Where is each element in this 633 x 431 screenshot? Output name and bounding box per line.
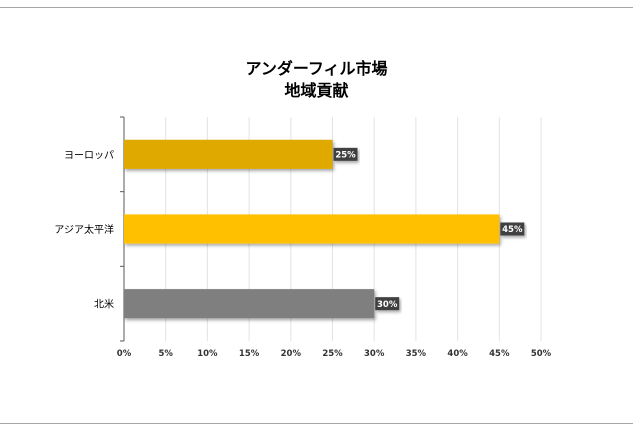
x-tick-label: 20% (281, 349, 302, 359)
data-label: 25% (335, 151, 356, 161)
bar (124, 139, 333, 169)
x-tick-label: 0% (117, 349, 132, 359)
data-label: 30% (377, 300, 398, 310)
data-label: 45% (502, 225, 523, 235)
x-tick-label: 30% (364, 349, 385, 359)
category-label: アジア太平洋 (54, 223, 114, 236)
category-label: ヨーロッパ (64, 149, 114, 161)
bar (124, 214, 500, 244)
category-label: 北米 (94, 298, 114, 311)
x-tick-label: 40% (447, 349, 468, 359)
data-label-box (333, 147, 358, 161)
x-tick-label: 15% (239, 349, 260, 359)
x-tick-label: 45% (489, 349, 510, 359)
bottom-divider (0, 423, 633, 424)
x-tick-label: 5% (158, 349, 173, 359)
bar (124, 289, 375, 319)
x-tick-label: 25% (322, 349, 343, 359)
top-divider (0, 7, 633, 8)
data-label-box (375, 297, 400, 311)
chart-title-line-2: 地域貢献 (284, 81, 349, 100)
x-tick-label: 10% (197, 349, 218, 359)
x-tick-label: 50% (531, 349, 552, 359)
data-label-box (500, 222, 525, 236)
chart-title-line-1: アンダーフィル市場 (245, 59, 388, 78)
x-tick-label: 35% (406, 349, 427, 359)
